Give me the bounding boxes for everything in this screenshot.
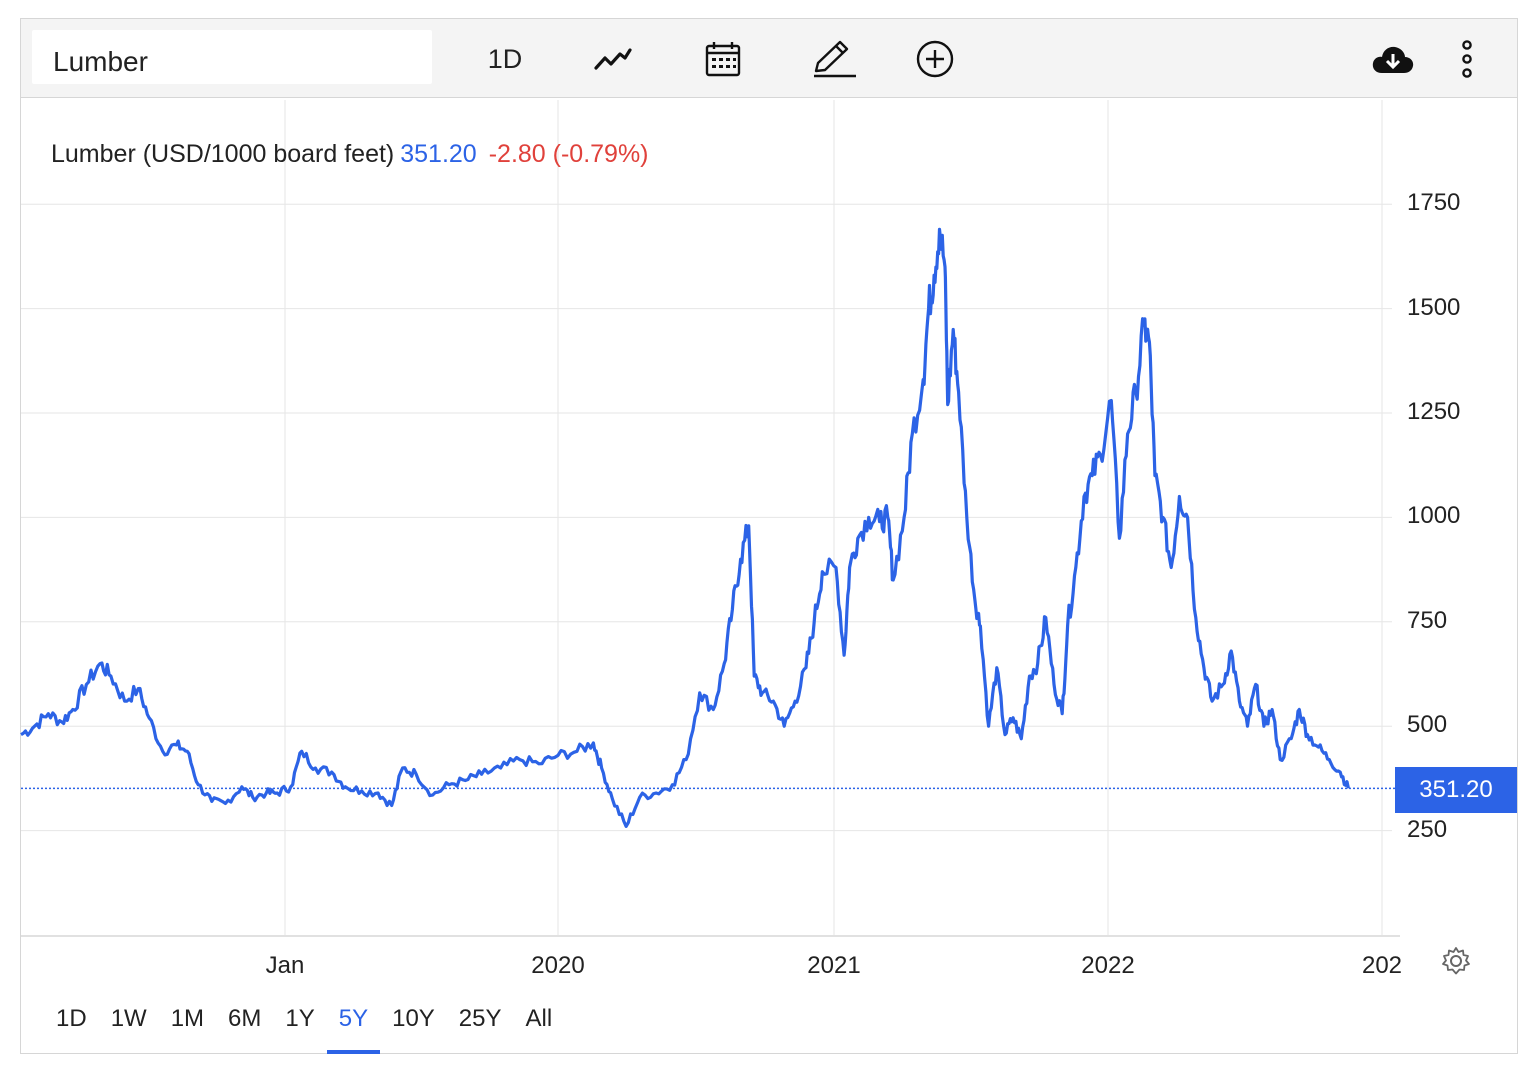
- range-button-10y[interactable]: 10Y: [392, 1005, 435, 1032]
- y-tick-label: 1250: [1407, 398, 1461, 425]
- compare-button[interactable]: [912, 36, 958, 82]
- more-options-button[interactable]: [1450, 36, 1484, 82]
- symbol-search-input[interactable]: Lumber: [32, 30, 432, 84]
- y-tick-label: 1000: [1407, 502, 1461, 530]
- y-tick-label: 500: [1407, 711, 1448, 739]
- settings-button[interactable]: [1441, 946, 1471, 976]
- chart-legend: Lumber (USD/1000 board feet) 351.20 -2.80 …: [51, 140, 649, 169]
- range-button-25y[interactable]: 25Y: [458, 1005, 502, 1032]
- x-tick-label: 2021: [807, 952, 861, 979]
- interval-label: 1D: [487, 43, 523, 74]
- draw-button[interactable]: [808, 36, 860, 82]
- date-range-button[interactable]: [700, 36, 746, 82]
- line-chart-icon: [594, 48, 632, 70]
- chart-type-button[interactable]: [590, 36, 636, 82]
- lumber-price-line: [20, 227, 1350, 828]
- range-button-1w[interactable]: 1W: [110, 1005, 147, 1032]
- plus-circle-icon: [916, 40, 954, 78]
- range-selector: 1D 1W 1M 6M 1Y 5Y 10Y 25Y All: [44, 1002, 564, 1054]
- range-button-1y[interactable]: 1Y: [285, 1005, 315, 1032]
- last-price-tag: 351.20: [1395, 767, 1517, 813]
- download-button[interactable]: [1368, 36, 1418, 82]
- x-tick-label: 202: [1361, 952, 1403, 979]
- chart-widget: [20, 18, 1518, 1054]
- cloud-download-icon: [1372, 46, 1414, 73]
- y-tick-label: 750: [1407, 606, 1448, 634]
- range-button-5y[interactable]: 5Y: [326, 1002, 381, 1054]
- x-tick-label: 2020: [531, 952, 585, 979]
- interval-button[interactable]: 1D: [476, 36, 534, 82]
- pencil-icon: [814, 40, 856, 78]
- x-tick-label: 2022: [1081, 952, 1135, 979]
- range-button-6m[interactable]: 6M: [228, 1005, 262, 1032]
- y-tick-label: 1500: [1407, 293, 1461, 321]
- legend-series-name: Lumber (USD/1000 board feet): [51, 140, 395, 168]
- range-button-1m[interactable]: 1M: [170, 1005, 205, 1032]
- range-button-all[interactable]: All: [525, 1005, 553, 1032]
- y-tick-label: 250: [1407, 815, 1448, 843]
- calendar-icon: [705, 42, 741, 77]
- legend-price: 351.20: [400, 140, 477, 168]
- symbol-search-value: Lumber: [53, 46, 148, 77]
- y-tick-label: 1750: [1407, 189, 1461, 217]
- gear-icon: [1442, 947, 1470, 975]
- legend-change: -2.80 (-0.79%): [488, 140, 649, 168]
- x-tick-label: Jan: [265, 952, 305, 979]
- more-vertical-icon: [1462, 40, 1472, 78]
- range-button-1d[interactable]: 1D: [56, 1005, 87, 1032]
